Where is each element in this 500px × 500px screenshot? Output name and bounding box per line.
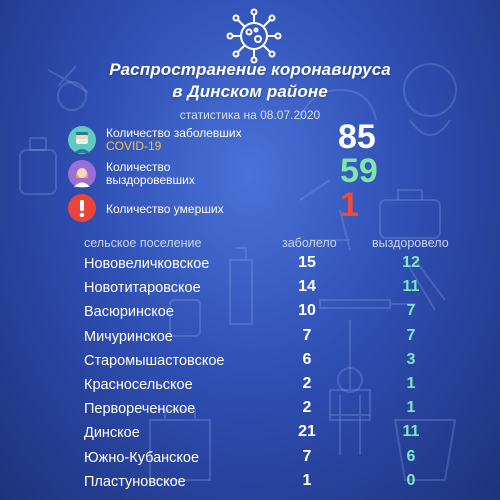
table-row: Старомышастовское 6 3 [0, 351, 500, 375]
cases-count: 14 [298, 278, 316, 296]
stat-deaths-value: 1 [340, 186, 359, 224]
settlement-name: Мичуринское [84, 328, 173, 345]
recovered-count: 1 [406, 374, 416, 392]
cases-count: 15 [298, 254, 316, 271]
recovered-count: 11 [402, 423, 420, 441]
cases-count: 2 [302, 374, 312, 392]
column-header-cases: заболело [282, 236, 337, 250]
table-row: Васюринское 10 7 [0, 302, 500, 326]
stat-deaths: Количество умерших [68, 194, 224, 222]
stat-infected: Количество заболевших COVID-19 [68, 126, 242, 154]
stat-recovered-label-1: Количество [106, 160, 171, 174]
cases-count: 21 [298, 423, 316, 441]
cases-count: 10 [298, 302, 316, 320]
stat-recovered-value: 59 [340, 152, 378, 190]
stat-infected-value: 85 [338, 118, 376, 156]
settlement-name: Первореченское [84, 401, 196, 418]
cases-count: 7 [302, 326, 312, 344]
coronavirus-icon [226, 8, 282, 64]
recovered-count: 1 [406, 399, 416, 417]
table-row: Нововеличковское 15 12 [0, 254, 500, 278]
cases-count: 2 [302, 399, 312, 417]
recovered-count: 12 [402, 254, 420, 271]
settlement-name: Красносельское [84, 376, 193, 393]
settlement-table: Нововеличковское 15 12 Новотитаровское 1… [0, 254, 500, 496]
recovered-count: 6 [406, 447, 416, 465]
column-header-recovered: выздоровело [372, 236, 449, 250]
table-row: Красносельское 2 1 [0, 375, 500, 399]
recovered-count: 7 [406, 326, 416, 344]
settlement-name: Динское [84, 425, 140, 442]
table-row: Новотитаровское 14 11 [0, 278, 500, 302]
recovered-count: 3 [406, 350, 416, 368]
stat-infected-sublabel: COVID-19 [106, 139, 162, 153]
table-row: Пластуновское 1 0 [0, 472, 500, 496]
cases-count: 6 [302, 350, 312, 368]
stat-deaths-label: Количество умерших [106, 201, 224, 216]
table-row: Первореченское 2 1 [0, 399, 500, 423]
table-row: Динское 21 11 [0, 423, 500, 447]
settlement-name: Новотитаровское [84, 280, 201, 297]
recovered-person-icon [68, 160, 96, 188]
stat-infected-label: Количество заболевших [106, 126, 242, 140]
settlement-name: Васюринское [84, 304, 174, 321]
exclamation-icon [68, 194, 96, 222]
stat-recovered: Количество выздоровевших [68, 160, 195, 188]
recovered-count: 7 [406, 302, 416, 320]
title-line-1: Распространение коронавируса [109, 60, 391, 79]
table-row: Южно-Кубанское 7 6 [0, 448, 500, 472]
settlement-name: Пластуновское [84, 473, 186, 490]
cases-count: 1 [302, 471, 312, 489]
column-header-settlement: сельское поселение [84, 236, 202, 250]
cases-count: 7 [302, 447, 312, 465]
recovered-count: 0 [406, 471, 416, 489]
doctor-mask-icon [68, 126, 96, 154]
settlement-name: Нововеличковское [84, 256, 210, 272]
settlement-name: Южно-Кубанское [84, 449, 200, 466]
title-line-2: в Динском районе [172, 82, 328, 101]
recovered-count: 11 [402, 278, 420, 296]
stat-recovered-label-2: выздоровевших [106, 173, 195, 187]
settlement-name: Старомышастовское [84, 352, 225, 369]
date-subtitle: статистика на 08.07.2020 [179, 108, 321, 122]
table-row: Мичуринское 7 7 [0, 327, 500, 351]
